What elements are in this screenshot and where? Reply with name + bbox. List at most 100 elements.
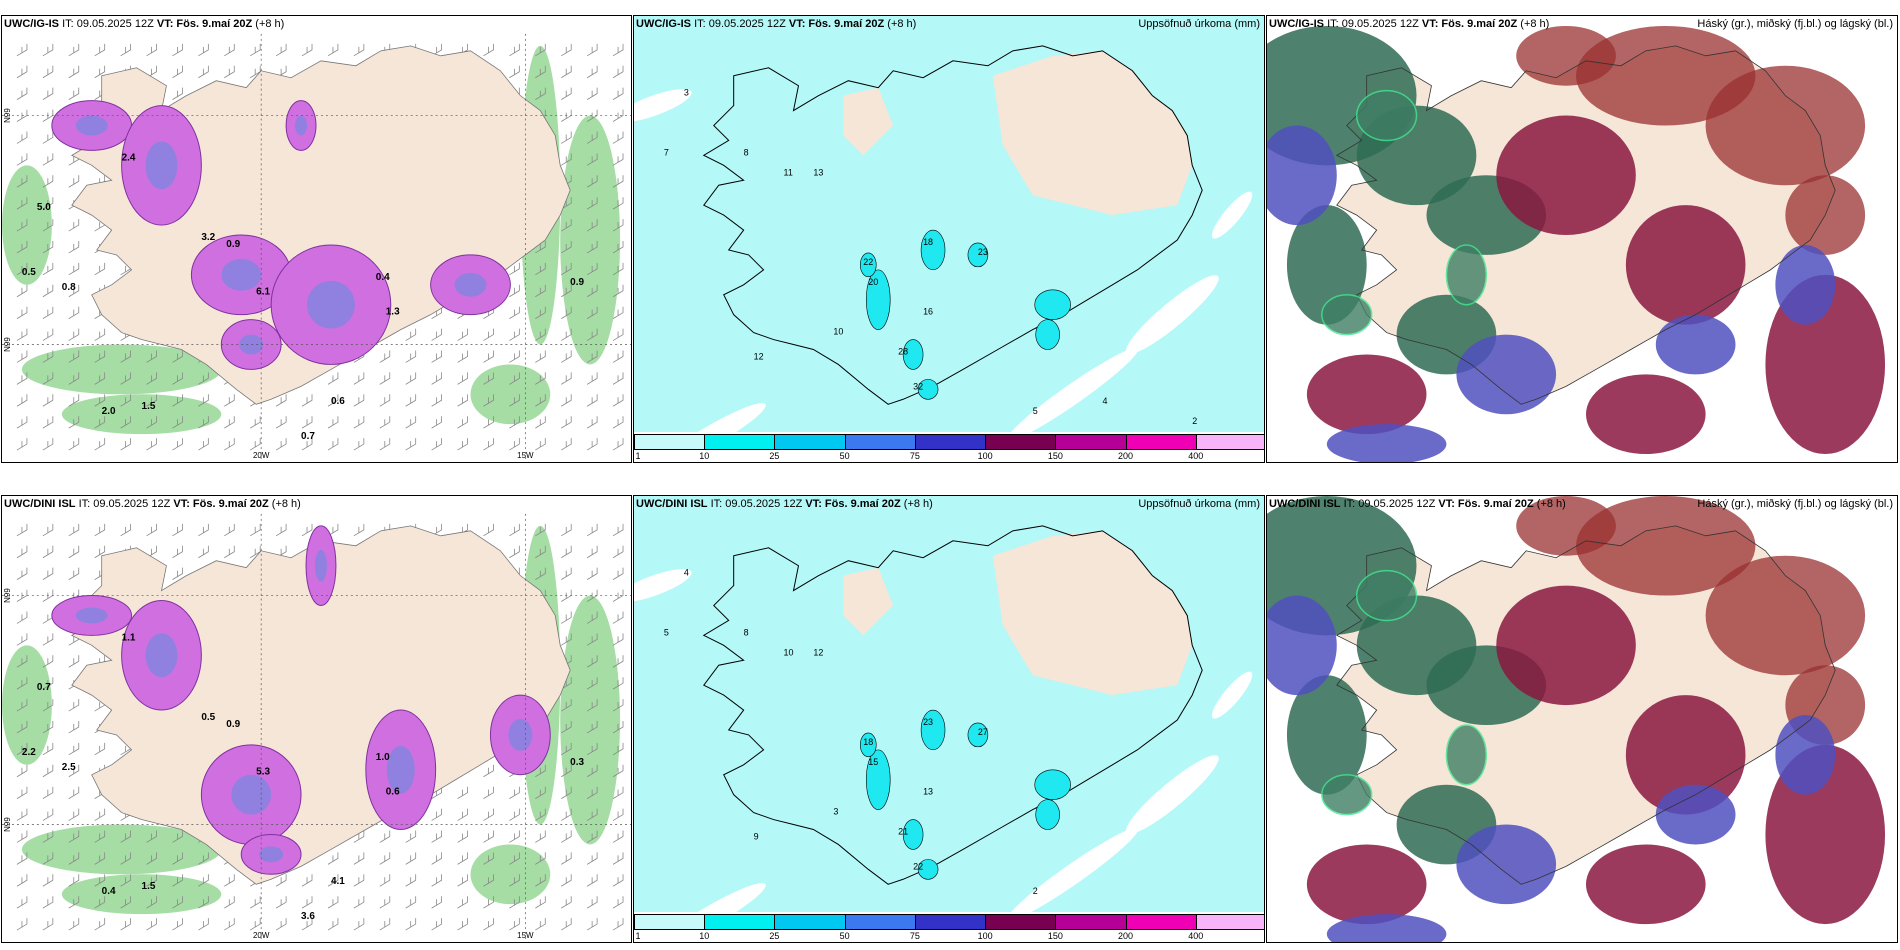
- wind-barb: [327, 874, 339, 887]
- wind-barb: [224, 523, 235, 537]
- wind-barb: [120, 830, 131, 843]
- wind-barb: [120, 372, 131, 385]
- wind-barb: [431, 416, 443, 429]
- wind-barb: [42, 633, 54, 646]
- wind-barb: [42, 438, 54, 451]
- wind-barb: [405, 350, 417, 363]
- wind-barb: [353, 896, 365, 909]
- init-time: IT: 09.05.2025 12Z: [694, 18, 786, 30]
- valid-label: VT:: [173, 498, 190, 510]
- wind-barb: [172, 545, 183, 559]
- wind-barb: [172, 438, 183, 451]
- wind-barb: [561, 567, 572, 580]
- wind-barb: [431, 918, 443, 931]
- colorbar-swatch: [1125, 914, 1197, 930]
- cloud-area: [1496, 115, 1636, 236]
- wind-barb: [16, 655, 28, 668]
- wind-barb: [16, 284, 28, 298]
- model-name: UWC/DINI ISL: [4, 498, 76, 510]
- panel-title: UWC/IG-IS IT: 09.05.2025 12Z VT: Fös. 9.…: [1267, 16, 1897, 34]
- wind-barb: [68, 306, 80, 319]
- wind-barb: [586, 896, 598, 909]
- wind-barb: [68, 372, 80, 385]
- precip-heavy-area: [1035, 799, 1060, 830]
- wind-barb: [224, 545, 235, 559]
- wind-barb: [535, 545, 546, 559]
- wind-barb: [120, 438, 131, 451]
- wind-barb: [586, 306, 598, 319]
- wind-barb: [586, 830, 598, 843]
- wind-barb: [68, 655, 80, 668]
- wind-barb: [301, 394, 313, 407]
- init-time: IT: 09.05.2025 12Z: [62, 18, 154, 30]
- wind-value-label: 0.8: [62, 282, 76, 293]
- wind-value-label: 0.9: [226, 719, 240, 730]
- wind-barb: [379, 394, 391, 407]
- wind-barb: [353, 830, 365, 843]
- wind-barb: [586, 699, 598, 712]
- wind-barb: [16, 786, 28, 799]
- colorbar-swatch: [634, 434, 706, 450]
- valid-time: Fös. 9.maí 20Z: [1441, 18, 1518, 30]
- cloud-area: [1775, 244, 1836, 325]
- precip-value-label: 15: [868, 757, 878, 767]
- lead-time: (+8 h): [255, 18, 285, 30]
- wind-barb: [250, 918, 261, 931]
- wind-barb: [301, 416, 313, 429]
- wind-value-label: 0.4: [376, 272, 390, 283]
- wind-barb: [535, 43, 546, 57]
- wind-barb: [146, 896, 157, 909]
- wind-barb: [16, 197, 28, 210]
- wind-barb: [509, 284, 520, 298]
- lead-time: (+8 h): [1536, 498, 1566, 510]
- wind-green-area: [21, 824, 222, 875]
- colorbar-tick-label: 100: [977, 451, 993, 461]
- wind-barb: [172, 416, 183, 429]
- wind-barb: [94, 874, 106, 887]
- wind-value-label: 5.0: [37, 202, 51, 213]
- wind-barb: [483, 394, 494, 407]
- wind-barb: [561, 918, 572, 931]
- wind-barb: [146, 372, 157, 385]
- panel-variable: Uppsöfnuð úrkoma (mm): [1138, 18, 1260, 30]
- wind-barb: [561, 328, 572, 341]
- wind-barb: [353, 372, 365, 385]
- colorbar-swatch: [774, 434, 846, 450]
- valid-label: VT:: [1421, 18, 1439, 30]
- colorbar-tick-label: 25: [769, 451, 780, 461]
- wind-barb: [68, 328, 80, 341]
- precip-heavy-area: [1035, 319, 1060, 350]
- latitude-label: N99: [3, 108, 12, 123]
- precip-value-label: 21: [898, 826, 908, 836]
- wind-barb: [586, 874, 598, 887]
- wind-value-label: 6.1: [256, 287, 270, 298]
- precip-value-label: 11: [784, 167, 793, 177]
- colorbar-tick-label: 10: [699, 451, 710, 461]
- wind-barb: [586, 655, 598, 668]
- wind-value-label: 0.9: [570, 277, 584, 288]
- wind-barb: [561, 808, 572, 821]
- wind-barb: [94, 742, 106, 756]
- wind-barb: [146, 350, 157, 363]
- wind-barb: [483, 438, 494, 451]
- precip-value-label: 13: [813, 167, 823, 177]
- wind-barb: [146, 852, 157, 865]
- wind-barb: [509, 438, 520, 451]
- wind-barb: [68, 720, 80, 734]
- wind-barb: [353, 438, 365, 451]
- colorbar-tick-label: 1: [635, 931, 641, 941]
- wind-barb: [379, 830, 391, 843]
- colorbar-swatch: [1125, 434, 1197, 450]
- wind-value-label: 0.6: [386, 787, 400, 798]
- precip-value-label: 10: [833, 327, 843, 337]
- wind-barb: [198, 65, 209, 79]
- wind-barb: [586, 438, 598, 451]
- wind-barb: [16, 394, 28, 407]
- wind-barb: [483, 786, 494, 799]
- wind-barb: [612, 131, 624, 144]
- panel-title: UWC/DINI ISL IT: 09.05.2025 12Z VT: Fös.…: [2, 496, 631, 514]
- wind-barb: [16, 175, 28, 188]
- colorbar-swatch: [1055, 434, 1127, 450]
- wind-barb: [42, 523, 54, 537]
- colorbar-swatch: [985, 914, 1057, 930]
